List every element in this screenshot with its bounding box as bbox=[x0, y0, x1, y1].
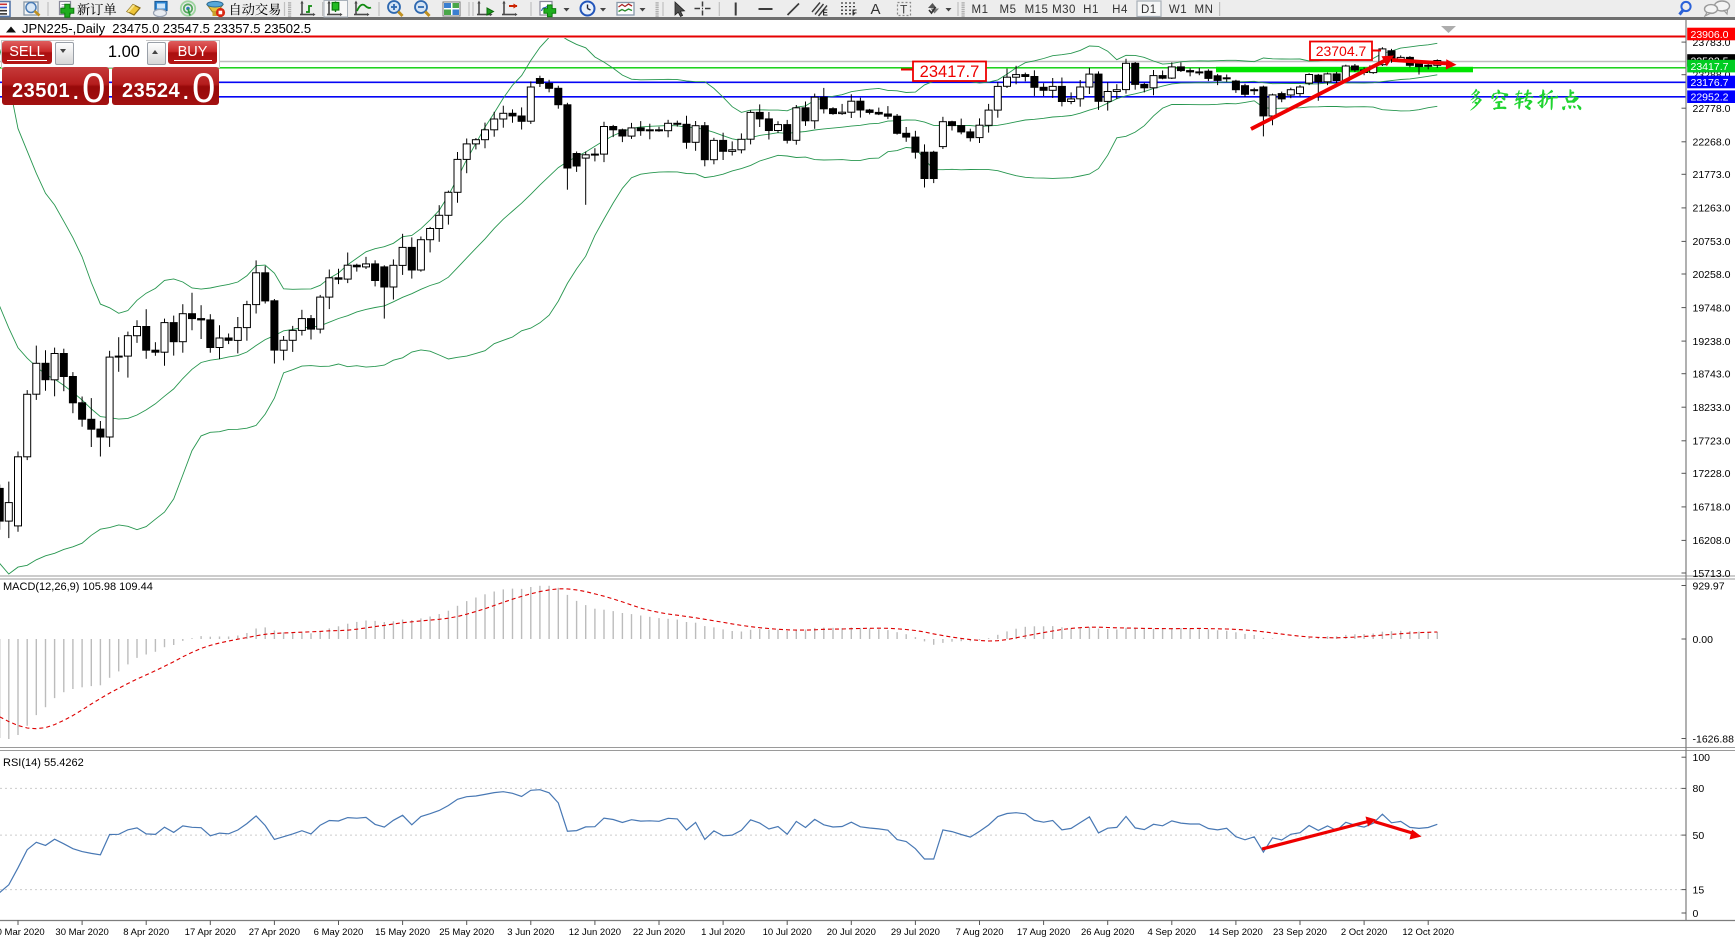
svg-text:23 Sep 2020: 23 Sep 2020 bbox=[1273, 927, 1327, 938]
svg-text:10 Jul 2020: 10 Jul 2020 bbox=[763, 927, 812, 938]
svg-text:12 Jun 2020: 12 Jun 2020 bbox=[569, 927, 621, 938]
svg-text:17228.0: 17228.0 bbox=[1693, 468, 1731, 480]
svg-text:23417.7: 23417.7 bbox=[1691, 61, 1729, 73]
svg-text:2 Oct 2020: 2 Oct 2020 bbox=[1341, 927, 1387, 938]
svg-text:W1: W1 bbox=[1169, 4, 1187, 16]
svg-text:16208.0: 16208.0 bbox=[1693, 535, 1731, 547]
svg-text:17 Apr 2020: 17 Apr 2020 bbox=[185, 927, 236, 938]
svg-text:H4: H4 bbox=[1112, 4, 1128, 16]
svg-text:F: F bbox=[852, 9, 857, 18]
svg-text:MN: MN bbox=[1195, 4, 1214, 16]
svg-text:19238.0: 19238.0 bbox=[1693, 336, 1731, 348]
svg-text:22 Jun 2020: 22 Jun 2020 bbox=[633, 927, 685, 938]
svg-text:80: 80 bbox=[1693, 783, 1705, 795]
svg-text:17723.0: 17723.0 bbox=[1693, 436, 1731, 448]
svg-text:21773.0: 21773.0 bbox=[1693, 169, 1731, 181]
svg-text:929.97: 929.97 bbox=[1693, 580, 1725, 592]
svg-text:27 Apr 2020: 27 Apr 2020 bbox=[249, 927, 300, 938]
svg-text:M30: M30 bbox=[1052, 4, 1076, 16]
svg-text:3 Jun 2020: 3 Jun 2020 bbox=[507, 927, 554, 938]
svg-text:MACD(12,26,9) 105.98 109.44: MACD(12,26,9) 105.98 109.44 bbox=[3, 581, 153, 593]
svg-text:25 May 2020: 25 May 2020 bbox=[439, 927, 494, 938]
svg-text:20 Jul 2020: 20 Jul 2020 bbox=[827, 927, 876, 938]
svg-text:14 Sep 2020: 14 Sep 2020 bbox=[1209, 927, 1263, 938]
svg-text:7 Aug 2020: 7 Aug 2020 bbox=[955, 927, 1003, 938]
svg-text:D1: D1 bbox=[1141, 4, 1157, 16]
svg-text:20258.0: 20258.0 bbox=[1693, 269, 1731, 281]
svg-text:17 Aug 2020: 17 Aug 2020 bbox=[1017, 927, 1070, 938]
svg-text:M15: M15 bbox=[1025, 4, 1049, 16]
svg-text:A: A bbox=[871, 1, 881, 18]
svg-text:21263.0: 21263.0 bbox=[1693, 203, 1731, 215]
svg-text:18743.0: 18743.0 bbox=[1693, 369, 1731, 381]
svg-text:12 Oct 2020: 12 Oct 2020 bbox=[1402, 927, 1454, 938]
svg-text:M5: M5 bbox=[1000, 4, 1017, 16]
svg-text:20 Mar 2020: 20 Mar 2020 bbox=[0, 927, 45, 938]
svg-text:M1: M1 bbox=[972, 4, 989, 16]
svg-text:100: 100 bbox=[1693, 752, 1711, 764]
svg-text:50: 50 bbox=[1693, 830, 1705, 842]
svg-text:1 Jul 2020: 1 Jul 2020 bbox=[701, 927, 745, 938]
svg-text:23176.7: 23176.7 bbox=[1691, 77, 1729, 89]
svg-text:22268.0: 22268.0 bbox=[1693, 137, 1731, 149]
svg-text:20753.0: 20753.0 bbox=[1693, 236, 1731, 248]
svg-text:JPN225-,Daily 23475.0 23547.5: JPN225-,Daily 23475.0 23547.5 23357.5 23… bbox=[22, 21, 311, 36]
svg-text:8 Apr 2020: 8 Apr 2020 bbox=[123, 927, 169, 938]
svg-text:E: E bbox=[823, 9, 829, 18]
svg-text:H1: H1 bbox=[1083, 4, 1099, 16]
svg-text:29 Jul 2020: 29 Jul 2020 bbox=[891, 927, 940, 938]
svg-text:22778.0: 22778.0 bbox=[1693, 103, 1731, 115]
svg-text:15713.0: 15713.0 bbox=[1693, 568, 1731, 580]
svg-text:19748.0: 19748.0 bbox=[1693, 302, 1731, 314]
svg-text:-1626.88: -1626.88 bbox=[1693, 733, 1735, 745]
svg-text:26 Aug 2020: 26 Aug 2020 bbox=[1081, 927, 1134, 938]
svg-text:15 May 2020: 15 May 2020 bbox=[375, 927, 430, 938]
svg-text:0.00: 0.00 bbox=[1693, 634, 1714, 646]
svg-text:23704.7: 23704.7 bbox=[1316, 43, 1367, 59]
svg-text:30 Mar 2020: 30 Mar 2020 bbox=[55, 927, 108, 938]
svg-text:15: 15 bbox=[1693, 884, 1705, 896]
svg-text:22952.2: 22952.2 bbox=[1691, 92, 1729, 104]
svg-text:RSI(14) 55.4262: RSI(14) 55.4262 bbox=[3, 757, 84, 769]
svg-text:18233.0: 18233.0 bbox=[1693, 402, 1731, 414]
svg-text:0: 0 bbox=[1693, 908, 1699, 920]
svg-text:23906.0: 23906.0 bbox=[1691, 29, 1729, 41]
svg-text:6 May 2020: 6 May 2020 bbox=[314, 927, 364, 938]
svg-text:4 Sep 2020: 4 Sep 2020 bbox=[1147, 927, 1196, 938]
svg-text:T: T bbox=[900, 3, 908, 17]
svg-text:16718.0: 16718.0 bbox=[1693, 502, 1731, 514]
svg-text:23417.7: 23417.7 bbox=[920, 63, 980, 81]
